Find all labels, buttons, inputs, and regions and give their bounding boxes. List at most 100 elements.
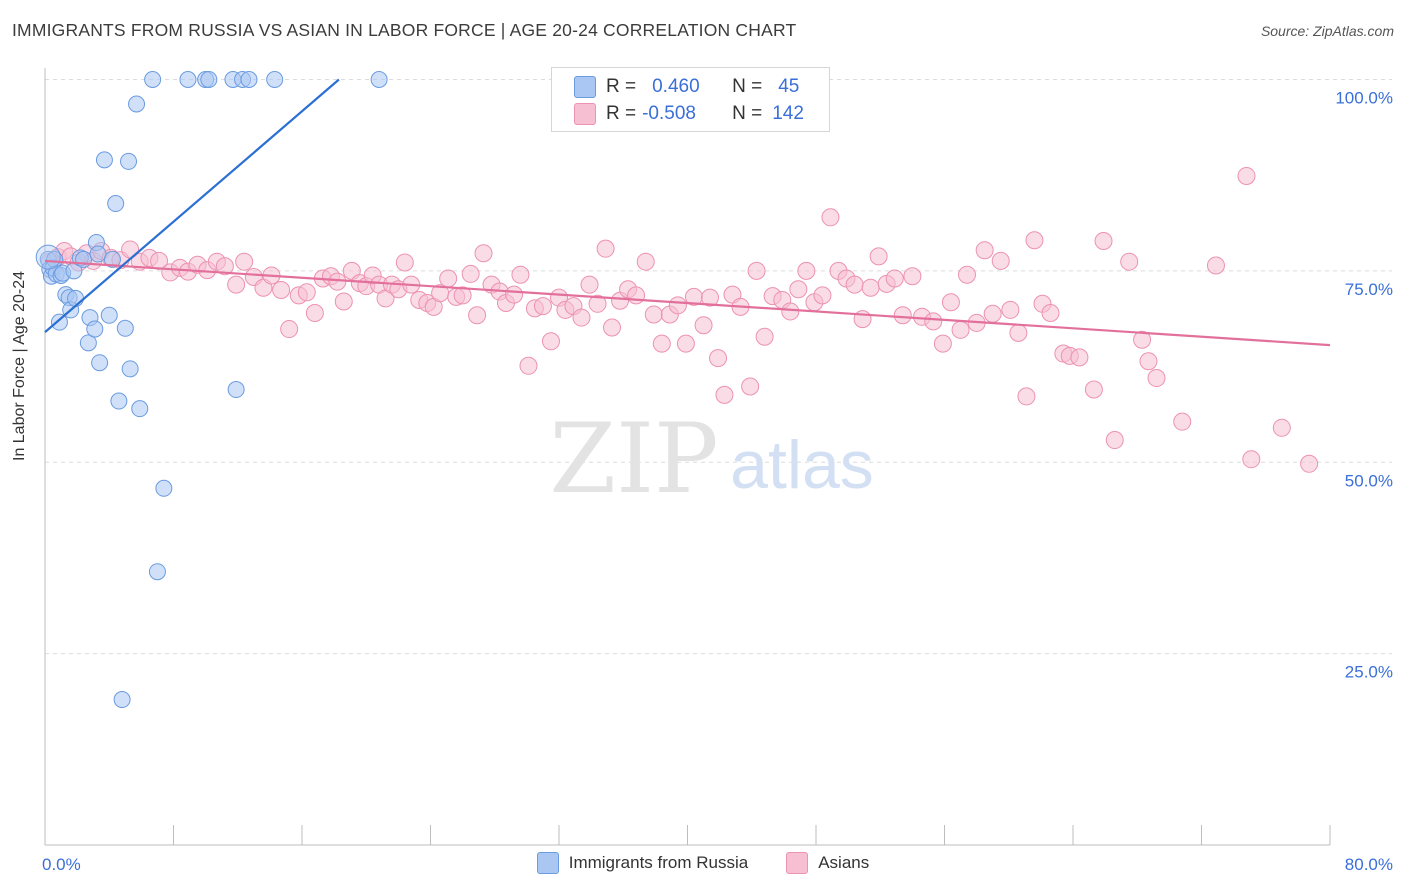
asians-point: [474, 244, 493, 263]
russia-point: [240, 71, 258, 88]
y-axis-label: In Labor Force | Age 20-24: [11, 270, 28, 461]
legend-n-label: N =: [732, 76, 763, 97]
asians-point: [453, 286, 472, 305]
legend-r-value-asians: -0.508: [642, 103, 696, 124]
asians-point: [395, 253, 414, 272]
asians-point: [541, 332, 560, 351]
legend-swatch-russia: [536, 852, 559, 874]
russia-point: [35, 244, 61, 270]
asians-point: [334, 292, 353, 311]
asians-point: [821, 208, 840, 227]
asians-point: [957, 265, 976, 284]
asians-point: [603, 318, 622, 337]
y-tick-label: 100.0%: [1335, 89, 1393, 108]
russia-point: [79, 334, 97, 352]
legend-row-asians: R = -0.508 N = 142: [574, 100, 804, 128]
asians-point: [461, 264, 480, 283]
russia-point: [370, 71, 388, 88]
legend-r-label: R =: [606, 76, 637, 97]
asians-point: [1094, 232, 1113, 251]
asians-point: [1025, 231, 1044, 250]
asians-point: [280, 320, 299, 339]
watermark: ZIP atlas: [549, 403, 873, 515]
asians-point: [1070, 348, 1089, 367]
russia-point: [113, 691, 131, 709]
legend-n-value-asians: 142: [772, 103, 804, 124]
asians-point: [588, 294, 607, 313]
asians-point: [700, 288, 719, 307]
russia-point: [95, 151, 113, 169]
y-tick-label: 75.0%: [1345, 280, 1393, 299]
asians-point: [903, 267, 922, 286]
axes: [44, 68, 1331, 846]
asians-point: [715, 385, 734, 404]
asians-point: [813, 286, 832, 305]
russia-point: [128, 95, 146, 113]
russia-points: [35, 71, 388, 709]
watermark-zip: ZIP: [549, 403, 718, 515]
legend-n-label: N =: [732, 103, 763, 124]
russia-point: [131, 400, 149, 418]
asians-point: [694, 316, 713, 335]
asians-point: [861, 278, 880, 297]
asians-point: [1206, 256, 1225, 275]
asians-point: [1041, 303, 1060, 322]
x-tick-label: 80.0%: [1345, 855, 1393, 874]
asians-point: [572, 308, 591, 327]
asians-trend-line: [44, 259, 1331, 347]
russia-point: [91, 354, 109, 372]
asians-point: [789, 280, 808, 299]
legend-label-russia: Immigrants from Russia: [568, 853, 749, 872]
asians-point: [869, 247, 888, 266]
russia-point: [50, 313, 68, 331]
asians-point: [505, 285, 524, 304]
watermark-atlas: atlas: [730, 427, 874, 503]
russia-point: [86, 320, 104, 338]
y-tick-label: 25.0%: [1345, 663, 1393, 682]
asians-points: [40, 166, 1319, 473]
asians-point: [519, 356, 538, 375]
asians-point: [1173, 412, 1192, 431]
russia-point: [200, 71, 218, 88]
asians-point: [1300, 454, 1319, 473]
russia-point: [266, 71, 284, 88]
asians-point: [676, 334, 695, 353]
asians-point: [652, 334, 671, 353]
legend-swatch-asians: [574, 103, 596, 125]
asians-point: [627, 286, 646, 305]
asians-point: [1139, 352, 1158, 371]
legend-r-label: R =: [606, 103, 637, 124]
russia-point: [89, 245, 107, 263]
asians-point: [1084, 380, 1103, 399]
russia-point: [227, 381, 245, 399]
asians-point: [1133, 330, 1152, 349]
asians-point: [644, 305, 663, 324]
russia-point: [144, 71, 162, 88]
russia-point: [116, 319, 134, 337]
asians-point: [1009, 323, 1028, 342]
x-tick-label: 0.0%: [42, 855, 81, 874]
russia-point: [148, 563, 166, 581]
asians-point: [1147, 369, 1166, 388]
asians-point: [533, 297, 552, 316]
asians-point: [596, 239, 615, 258]
asians-point: [215, 257, 234, 276]
asians-point: [235, 252, 254, 271]
asians-point: [941, 293, 960, 312]
asians-point: [580, 275, 599, 294]
asians-point: [305, 303, 324, 322]
legend-item-russia: Immigrants from Russia: [536, 852, 749, 874]
asians-point: [328, 272, 347, 291]
russia-point: [67, 289, 85, 307]
russia-point: [121, 360, 139, 378]
source-label: Source: ZipAtlas.com: [1260, 23, 1394, 39]
asians-point: [975, 241, 994, 260]
legend-label-asians: Asians: [818, 853, 870, 872]
asians-point: [747, 261, 766, 280]
series-legend: Immigrants from Russia Asians: [0, 852, 1406, 874]
russia-point: [107, 195, 125, 213]
asians-point: [511, 265, 530, 284]
asians-point: [951, 320, 970, 339]
asians-point: [781, 302, 800, 321]
